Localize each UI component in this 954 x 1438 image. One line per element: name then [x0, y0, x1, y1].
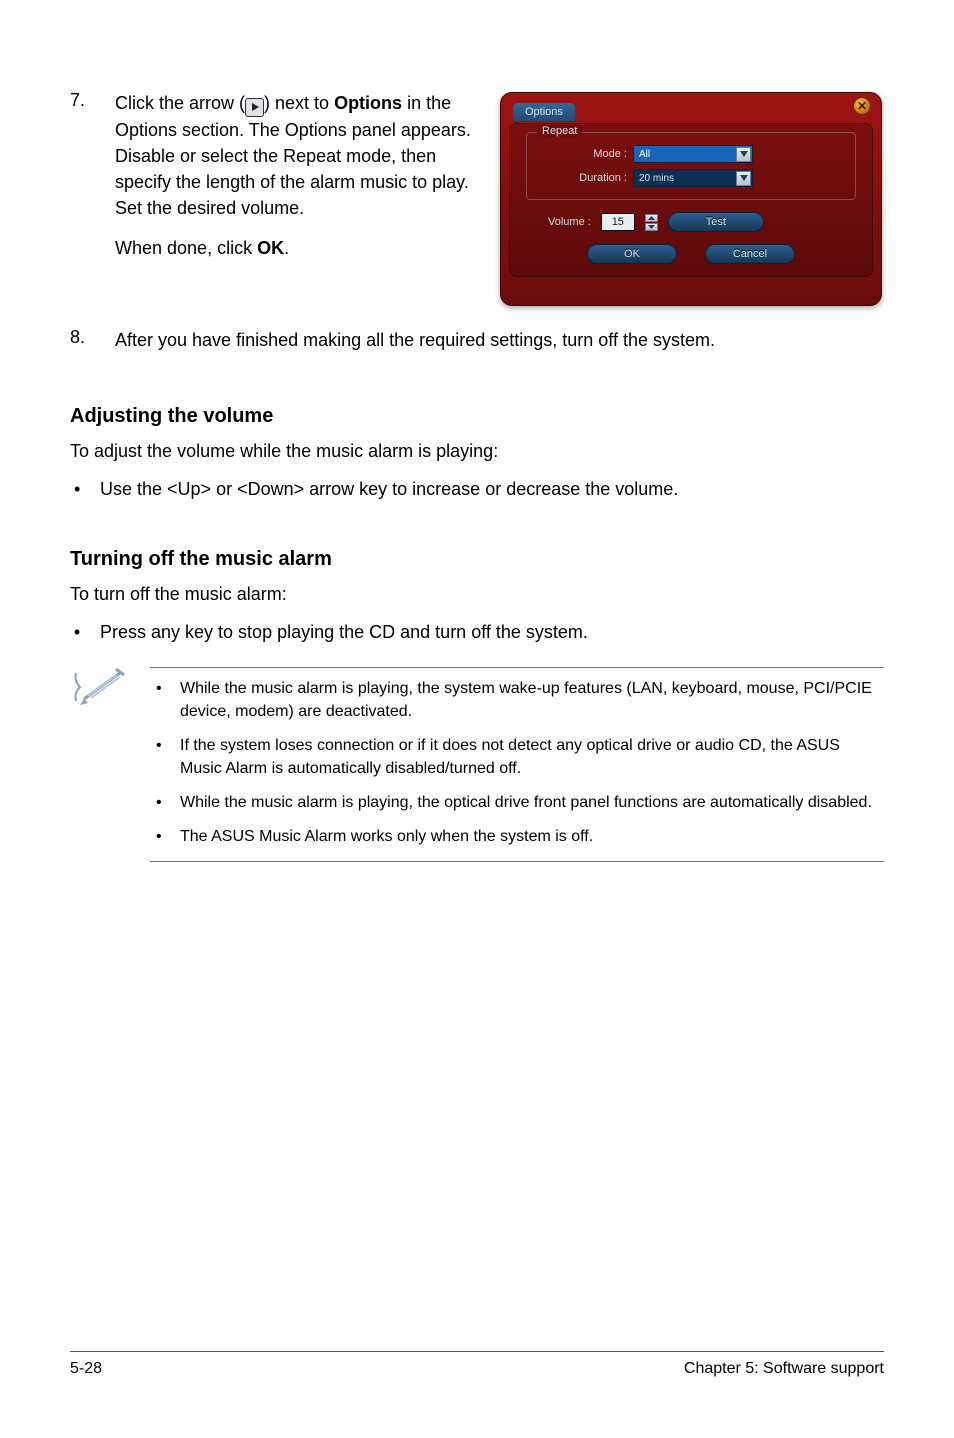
footer-page: 5-28 [70, 1360, 102, 1378]
note-item: • The ASUS Music Alarm works only when t… [150, 826, 884, 848]
button-row: OK Cancel [526, 244, 856, 264]
bullet-dot: • [150, 826, 180, 848]
bullet-dot: • [150, 735, 180, 780]
step-number: 7. [70, 90, 115, 221]
panel-tab: Options [513, 103, 575, 121]
test-button[interactable]: Test [668, 212, 764, 232]
chevron-down-icon[interactable] [736, 171, 751, 186]
volume-label: Volume : [548, 216, 591, 228]
note-text: The ASUS Music Alarm works only when the… [180, 826, 884, 848]
note-rule-bottom [150, 861, 884, 862]
done-pre: When done, click [115, 238, 257, 258]
repeat-group: Repeat Mode : All Duration : 20 mins [526, 132, 856, 200]
volume-row: Volume : 15 Test [526, 212, 856, 232]
mode-row: Mode : All [541, 145, 841, 163]
step-8: 8. After you have finished making all th… [70, 327, 884, 353]
done-post: . [284, 238, 289, 258]
note-item: • If the system loses connection or if i… [150, 735, 884, 780]
bullet-dot: • [70, 476, 100, 502]
cancel-button[interactable]: Cancel [705, 244, 795, 264]
volume-spinner[interactable] [645, 214, 658, 231]
repeat-legend: Repeat [537, 125, 582, 137]
bullet-dot: • [150, 678, 180, 723]
chevron-up-icon[interactable] [645, 214, 658, 222]
heading-turnoff: Turning off the music alarm [70, 548, 884, 571]
step7-post1: ) next to [264, 93, 334, 113]
step-body: Click the arrow ( ) next to Options in t… [115, 90, 475, 221]
note-item: • While the music alarm is playing, the … [150, 678, 884, 723]
mode-label: Mode : [541, 148, 633, 160]
duration-label: Duration : [541, 172, 633, 184]
options-panel: Options ✕ Repeat Mode : All Duration : 2… [500, 92, 882, 306]
chevron-down-icon[interactable] [736, 147, 751, 162]
panel-inner: Repeat Mode : All Duration : 20 mins [509, 123, 873, 277]
play-arrow-icon [245, 98, 264, 117]
note-item: • While the music alarm is playing, the … [150, 792, 884, 814]
volume-value[interactable]: 15 [601, 213, 635, 231]
turnoff-lead: To turn off the music alarm: [70, 581, 884, 607]
note-rule-top [150, 667, 884, 668]
note-block: • While the music alarm is playing, the … [70, 663, 884, 871]
adjust-lead: To adjust the volume while the music ala… [70, 438, 884, 464]
footer-chapter: Chapter 5: Software support [684, 1360, 884, 1378]
bullet-dot: • [150, 792, 180, 814]
step-number: 8. [70, 327, 115, 353]
chevron-down-icon[interactable] [645, 223, 658, 231]
turnoff-bullet-text: Press any key to stop playing the CD and… [100, 619, 884, 645]
note-text: While the music alarm is playing, the sy… [180, 678, 884, 723]
done-bold: OK [257, 238, 284, 258]
duration-select[interactable]: 20 mins [633, 169, 753, 187]
adjust-bullet: • Use the <Up> or <Down> arrow key to in… [70, 476, 884, 502]
duration-row: Duration : 20 mins [541, 169, 841, 187]
note-pencil-icon [70, 663, 150, 871]
adjust-bullet-text: Use the <Up> or <Down> arrow key to incr… [100, 476, 884, 502]
step7-pre: Click the arrow ( [115, 93, 245, 113]
step-body: After you have finished making all the r… [115, 327, 884, 353]
note-text: While the music alarm is playing, the op… [180, 792, 884, 814]
duration-value: 20 mins [639, 173, 674, 184]
ok-button[interactable]: OK [587, 244, 677, 264]
note-text: If the system loses connection or if it … [180, 735, 884, 780]
bullet-dot: • [70, 619, 100, 645]
step7-bold: Options [334, 93, 402, 113]
mode-select[interactable]: All [633, 145, 753, 163]
note-body: • While the music alarm is playing, the … [150, 663, 884, 871]
mode-value: All [639, 149, 650, 160]
heading-adjust-volume: Adjusting the volume [70, 405, 884, 428]
close-icon[interactable]: ✕ [853, 97, 871, 115]
page-footer: 5-28 Chapter 5: Software support [70, 1351, 884, 1378]
turnoff-bullet: • Press any key to stop playing the CD a… [70, 619, 884, 645]
